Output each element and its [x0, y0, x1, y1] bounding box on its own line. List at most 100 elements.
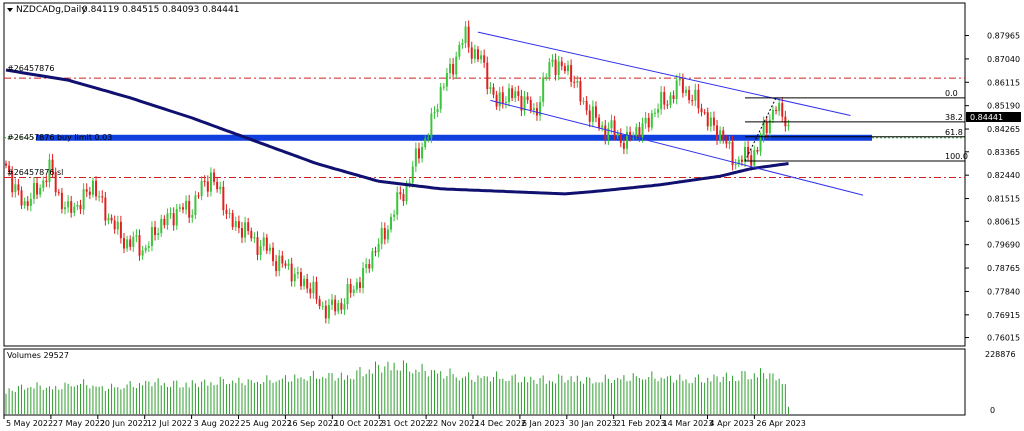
time-tick-label: 21 Feb 2023	[616, 419, 666, 428]
candle-bear	[110, 217, 113, 221]
candle-bull	[393, 214, 396, 217]
candle-bear	[340, 303, 343, 310]
candle-bear	[306, 278, 309, 289]
candle-bear	[722, 130, 725, 141]
candle-bull	[719, 130, 722, 140]
price-tick-label: 0.80615	[987, 217, 1020, 226]
candle-bear	[95, 180, 98, 197]
candle-bull	[166, 213, 169, 226]
candle-bull	[253, 237, 256, 239]
candle-bear	[79, 205, 82, 210]
candle-bull	[734, 164, 737, 166]
candle-bear	[281, 255, 284, 264]
candle-bear	[70, 201, 73, 213]
volume-zero-label: 0	[990, 406, 995, 415]
candle-bull	[14, 184, 17, 193]
candle-bear	[256, 237, 259, 255]
candle-bear	[163, 218, 166, 226]
candle-bear	[529, 99, 532, 111]
candle-bull	[762, 122, 765, 138]
candle-bear	[750, 155, 753, 166]
candle-bull	[551, 59, 554, 63]
candle-bull	[427, 137, 430, 139]
time-tick-label: 6 Jan 2023	[522, 419, 565, 428]
candle-bull	[523, 96, 526, 111]
candle-bull	[390, 216, 393, 230]
candle-bull	[464, 26, 467, 44]
candle-bull	[63, 207, 66, 210]
time-tick-label: 27 May 2022	[53, 419, 105, 428]
fib-level-label: 38.2	[945, 113, 963, 122]
candle-bear	[483, 55, 486, 63]
candle-bear	[11, 171, 14, 193]
trend-channel	[477, 31, 864, 196]
candle-bear	[495, 94, 498, 107]
fib-level-label: 61.8	[945, 128, 963, 137]
candle-bull	[178, 207, 181, 209]
candle-bull	[296, 272, 299, 274]
candle-bear	[663, 92, 666, 105]
candle-bull	[169, 213, 172, 215]
candle-bull	[449, 63, 452, 74]
candle-bear	[104, 197, 107, 221]
candle-bear	[731, 141, 734, 165]
price-tick-label: 0.79690	[987, 241, 1020, 250]
current-price-label: 0.84441	[970, 113, 1003, 122]
price-tick-label: 0.76015	[987, 334, 1020, 343]
candle-bear	[467, 26, 470, 48]
candle-bear	[716, 125, 719, 140]
candle-bear	[206, 181, 209, 192]
candle-bear	[222, 186, 225, 211]
candle-bull	[98, 196, 101, 198]
candle-bull	[660, 92, 663, 110]
candle-bear	[154, 227, 157, 236]
candle-bull	[346, 284, 349, 305]
candle-bear	[501, 92, 504, 104]
candle-bull	[321, 305, 324, 307]
candle-bull	[303, 278, 306, 287]
candle-bull	[293, 273, 296, 282]
candle-bull	[262, 237, 265, 247]
candle-bear	[101, 196, 104, 198]
candle-bull	[380, 228, 383, 244]
candle-bull	[352, 289, 355, 293]
chevron-down-icon[interactable]	[7, 8, 13, 12]
candle-bull	[126, 239, 129, 249]
candle-bear	[138, 235, 141, 256]
candle-bull	[362, 268, 365, 288]
candle-bear	[17, 184, 20, 191]
price-tick-label: 0.85190	[987, 102, 1020, 111]
candle-bull	[743, 146, 746, 162]
candle-bull	[542, 77, 545, 102]
candle-bull	[414, 148, 417, 167]
candle-bull	[424, 138, 427, 148]
candle-bear	[231, 213, 234, 228]
order-lines	[4, 77, 965, 178]
candle-bull	[312, 281, 315, 294]
candle-bull	[709, 117, 712, 127]
candle-bear	[26, 201, 29, 206]
candle-bull	[244, 222, 247, 238]
candle-bull	[539, 101, 542, 116]
price-axis: 0.87965 0.87040 0.86115 0.85190 0.84265 0.833…	[965, 32, 1020, 343]
order-label-buy-limit: #26457876 buy limit 0.03	[7, 133, 112, 142]
candle-bull	[259, 246, 262, 255]
time-tick-label: 12 Jul 2022	[147, 419, 192, 428]
candle-bull	[737, 159, 740, 165]
candle-bear	[740, 159, 743, 162]
candle-bull	[200, 180, 203, 196]
volume-max-label: 228876	[985, 350, 1016, 359]
candle-bull	[107, 217, 110, 221]
candle-bull	[157, 233, 160, 236]
candle-bear	[691, 100, 694, 102]
candle-bull	[445, 73, 448, 87]
fib-level-label: 100.0	[945, 152, 968, 161]
candle-bull	[508, 88, 511, 102]
candle-bull	[39, 187, 42, 195]
candle-bull	[504, 101, 507, 104]
candle-bear	[36, 182, 39, 195]
time-tick-label: 16 Sep 2022	[287, 419, 338, 428]
candle-bull	[694, 89, 697, 101]
candle-bear	[358, 282, 361, 288]
